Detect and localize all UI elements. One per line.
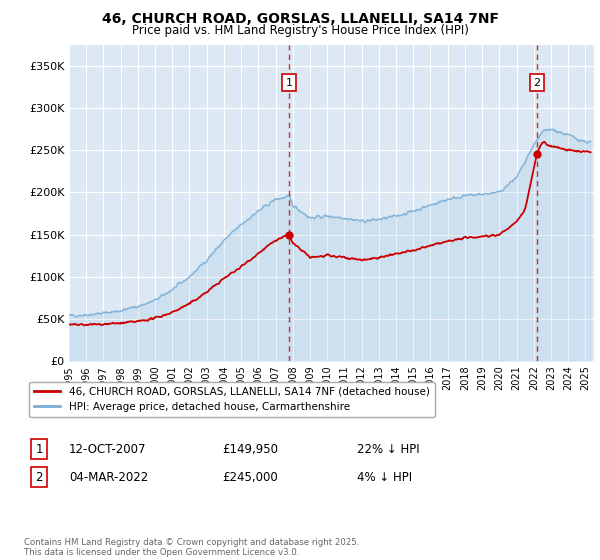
Text: £245,000: £245,000 — [222, 470, 278, 484]
Text: 1: 1 — [286, 78, 293, 88]
Text: 04-MAR-2022: 04-MAR-2022 — [69, 470, 148, 484]
Text: 12-OCT-2007: 12-OCT-2007 — [69, 442, 146, 456]
Text: 22% ↓ HPI: 22% ↓ HPI — [357, 442, 419, 456]
Text: 2: 2 — [35, 470, 43, 484]
Text: 1: 1 — [35, 442, 43, 456]
Text: 46, CHURCH ROAD, GORSLAS, LLANELLI, SA14 7NF: 46, CHURCH ROAD, GORSLAS, LLANELLI, SA14… — [101, 12, 499, 26]
Text: Contains HM Land Registry data © Crown copyright and database right 2025.
This d: Contains HM Land Registry data © Crown c… — [24, 538, 359, 557]
Text: 2: 2 — [533, 78, 540, 88]
Text: 4% ↓ HPI: 4% ↓ HPI — [357, 470, 412, 484]
Text: £149,950: £149,950 — [222, 442, 278, 456]
Text: Price paid vs. HM Land Registry's House Price Index (HPI): Price paid vs. HM Land Registry's House … — [131, 24, 469, 37]
Legend: 46, CHURCH ROAD, GORSLAS, LLANELLI, SA14 7NF (detached house), HPI: Average pric: 46, CHURCH ROAD, GORSLAS, LLANELLI, SA14… — [29, 381, 435, 417]
